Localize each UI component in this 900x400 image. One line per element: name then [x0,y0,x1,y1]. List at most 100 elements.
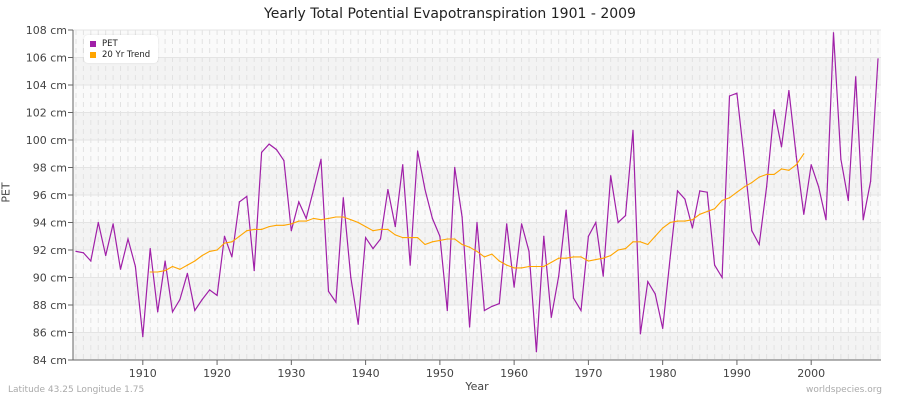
data-point-pet [528,250,530,252]
data-point-trend [446,238,448,240]
data-point-trend [535,265,538,268]
data-point-pet [335,301,337,303]
data-point-pet [632,129,634,131]
data-point-trend [394,234,396,236]
data-point-pet [283,160,285,162]
data-point-pet [476,221,478,224]
data-point-trend [275,224,278,226]
data-point-pet [409,264,411,266]
legend: PET 20 Yr Trend [84,35,159,63]
data-point-pet [684,198,686,200]
data-point-trend [788,169,790,171]
data-point-pet [766,186,768,188]
data-point-trend [179,268,181,270]
data-point-pet [662,327,664,329]
data-point-trend [149,271,151,273]
x-tick-label: 1910 [129,367,157,380]
data-point-trend [313,217,315,219]
y-tick-label: 108 cm [26,24,67,37]
data-point-trend [231,241,233,243]
data-point-trend [431,241,434,243]
data-point-trend [350,219,352,221]
data-point-trend [335,216,337,218]
data-point-trend [528,265,530,268]
y-tick-label: 86 cm [33,327,67,340]
data-point-trend [654,235,656,237]
data-point-trend [513,267,515,269]
data-point-trend [246,230,248,232]
data-point-trend [684,220,686,222]
data-point-trend [699,213,701,215]
data-point-trend [647,243,649,246]
x-axis-label: Year [465,380,489,393]
chart-title: Yearly Total Potential Evapotranspiratio… [264,6,636,22]
data-point-pet [587,235,589,237]
data-point-trend [728,197,731,199]
data-point-pet [780,146,783,148]
data-point-trend [587,260,589,262]
data-point-pet [624,215,627,217]
legend-label-pet: PET [102,38,118,49]
data-point-trend [491,253,493,255]
data-point-pet [261,151,263,153]
data-point-trend [691,219,693,221]
data-point-pet [231,256,233,258]
data-point-pet [550,316,552,318]
data-point-pet [342,197,344,199]
data-point-trend [706,210,708,213]
data-point-trend [171,265,174,268]
data-point-pet [424,188,426,191]
data-point-trend [476,250,478,252]
data-point-pet [142,336,144,338]
data-point-pet [209,289,211,291]
data-point-trend [268,226,270,228]
data-point-pet [446,309,448,312]
data-point-pet [327,290,330,292]
data-point-pet [706,191,708,193]
data-point-pet [461,216,463,218]
data-point-pet [82,252,84,254]
data-point-trend [714,208,716,210]
y-tick-label: 98 cm [33,162,67,175]
data-point-pet [610,175,612,177]
x-tick-label: 1930 [277,367,305,380]
data-point-pet [810,164,812,166]
data-point-pet [751,230,753,232]
data-point-pet [275,149,278,151]
data-point-pet [379,238,382,240]
data-point-trend [602,257,604,259]
data-point-pet [728,95,731,97]
legend-swatch-trend [90,51,96,58]
data-point-trend [624,248,627,250]
data-point-trend [342,216,344,218]
data-point-trend [766,173,768,175]
data-point-pet [543,235,545,237]
data-point-pet [305,217,307,219]
data-point-pet [691,227,693,229]
data-point-pet [454,166,456,169]
legend-item-pet: PET [90,38,150,49]
data-point-pet [75,250,77,252]
data-point-trend [632,241,634,243]
data-point-pet [320,158,322,160]
data-point-trend [751,182,753,184]
data-point-trend [662,227,664,229]
data-point-trend [468,246,471,248]
data-point-pet [112,223,114,225]
data-point-pet [127,238,129,240]
data-point-pet [105,254,107,257]
x-tick-label: 1980 [649,367,677,380]
data-point-trend [290,223,292,225]
data-point-pet [416,150,419,152]
data-point-pet [164,260,166,262]
data-point-pet [803,213,805,215]
data-point-trend [454,238,456,240]
data-point-trend [639,241,641,243]
y-tick-label: 90 cm [33,272,67,285]
data-point-trend [320,219,322,221]
data-point-trend [461,243,463,246]
data-point-pet [157,311,159,313]
data-point-pet [298,201,300,203]
